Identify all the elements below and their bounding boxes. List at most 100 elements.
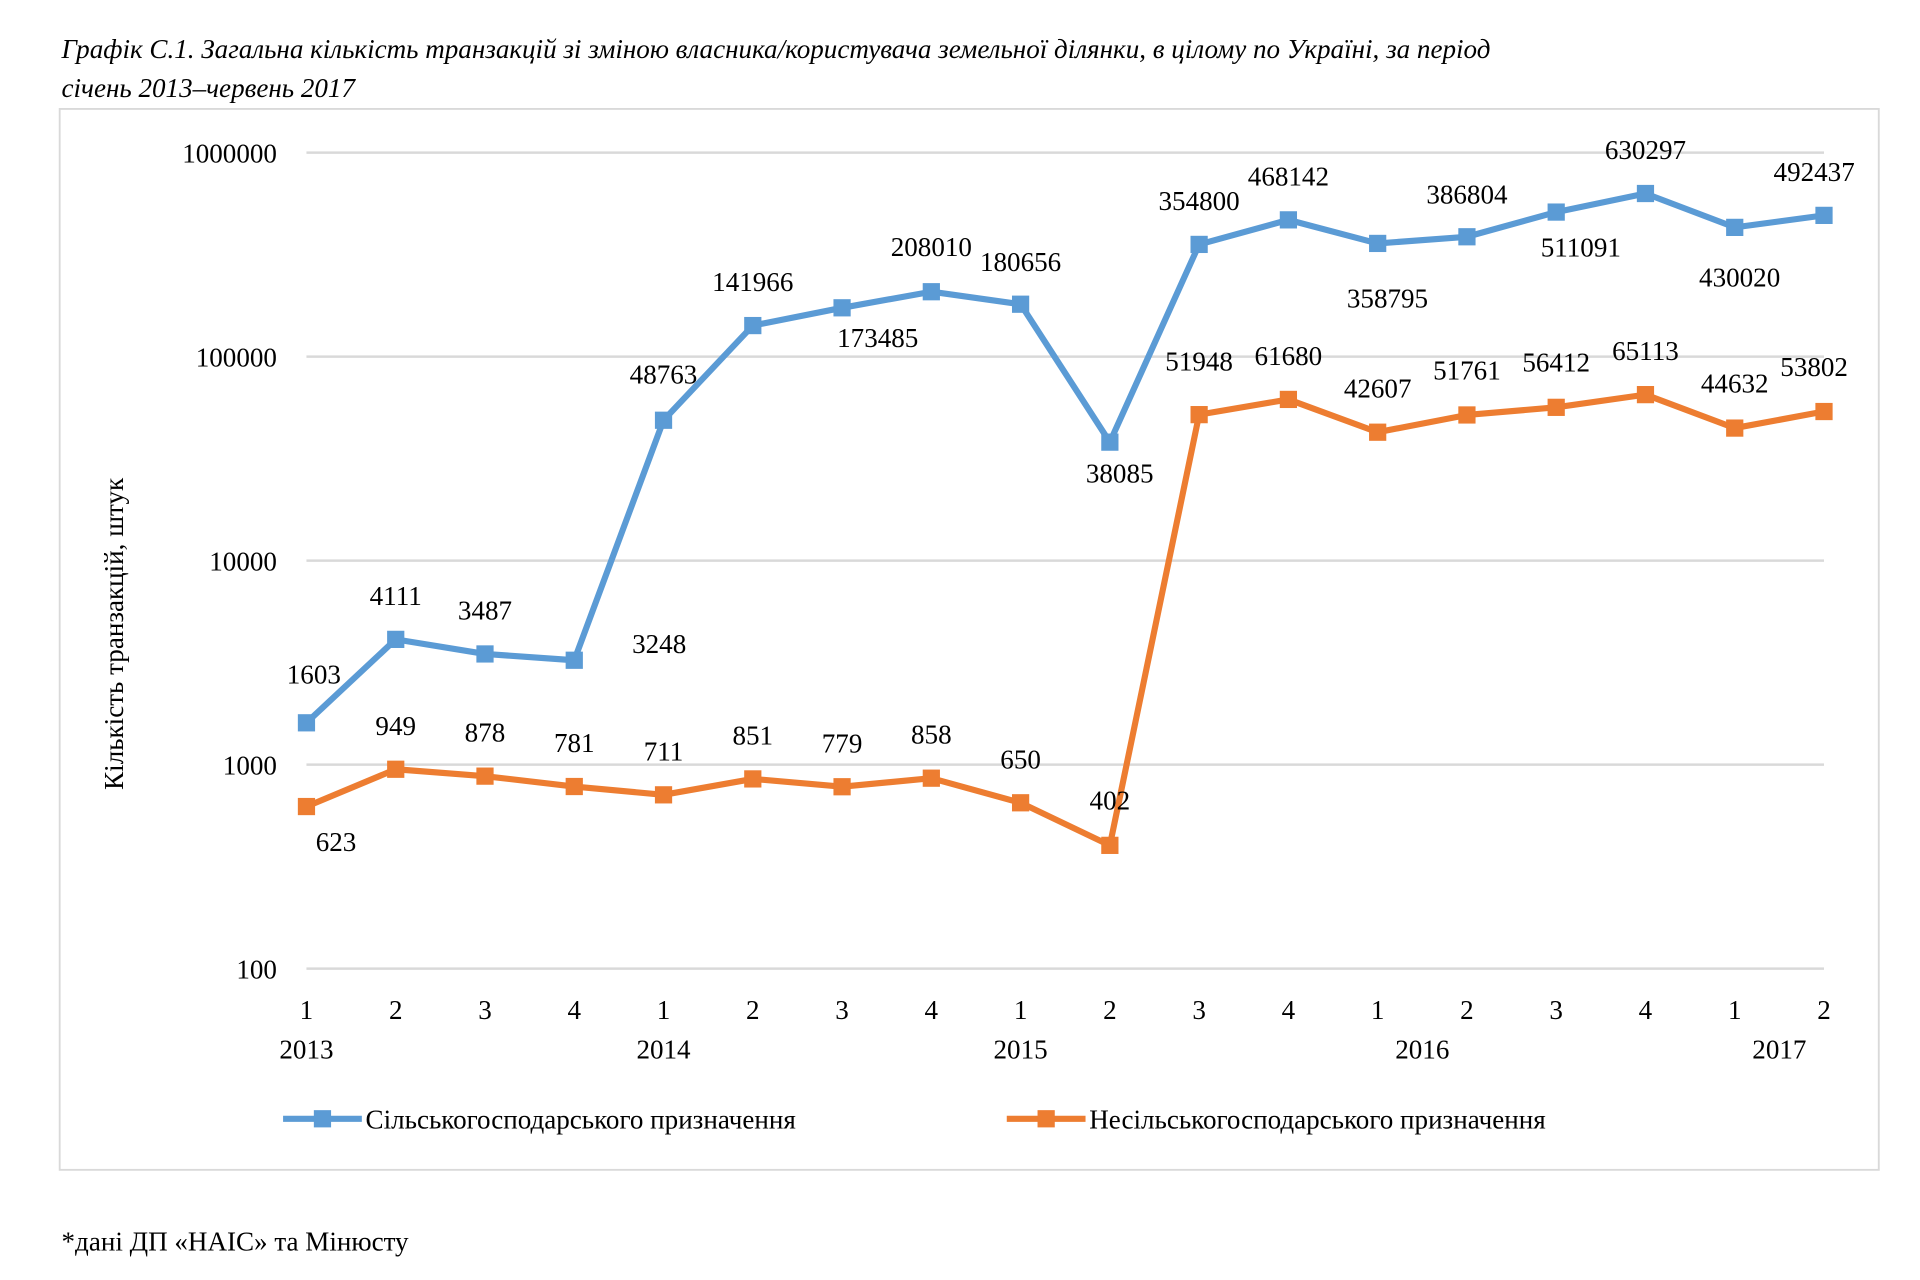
data-label: 949 (375, 711, 416, 741)
data-point-marker (1369, 423, 1387, 441)
data-point-marker (297, 797, 316, 816)
data-point-marker (1101, 433, 1119, 451)
data-label: 48763 (630, 359, 698, 389)
x-tick-label: 3 (1192, 995, 1206, 1025)
data-label: 173485 (837, 323, 918, 353)
data-point-marker (1101, 836, 1119, 854)
data-label: 3248 (632, 629, 686, 659)
data-point-marker (1369, 234, 1387, 253)
data-point-marker (1547, 398, 1565, 416)
x-tick-label: 4 (1282, 995, 1296, 1025)
y-tick-label: 100 (236, 954, 277, 984)
data-label: 56412 (1522, 348, 1590, 378)
data-label: 42607 (1344, 374, 1412, 404)
y-tick-label: 1000000 (182, 138, 277, 168)
data-label: 208010 (891, 232, 972, 262)
data-label: 53802 (1780, 352, 1848, 382)
x-tick-label: 1 (1728, 995, 1742, 1025)
data-label: 711 (644, 736, 684, 766)
data-label: 61680 (1255, 341, 1323, 371)
data-point-marker (1636, 386, 1655, 404)
x-tick-label: 2 (746, 995, 760, 1025)
x-tick-label: 2 (1460, 995, 1474, 1025)
data-point-marker (387, 630, 405, 648)
data-point-marker (1011, 794, 1030, 812)
data-label: 511091 (1541, 232, 1621, 262)
data-point-marker (922, 769, 940, 787)
data-label: 65113 (1612, 336, 1679, 366)
y-tick-label: 1000 (223, 750, 277, 780)
x-tick-label: 3 (1549, 995, 1563, 1025)
data-label: 430020 (1699, 262, 1780, 292)
series-line-2 (305, 391, 1825, 849)
data-point-marker (1190, 406, 1208, 424)
data-label: 650 (1000, 744, 1041, 774)
data-label: 3487 (458, 595, 512, 625)
legend-marker (313, 1110, 332, 1128)
data-label: 492437 (1774, 157, 1855, 187)
x-year-label: 2014 (636, 1034, 691, 1064)
data-label: 386804 (1426, 180, 1508, 210)
data-point-marker (565, 651, 583, 669)
data-point-marker (654, 411, 673, 429)
data-label: 1603 (287, 659, 341, 689)
data-label: 358795 (1347, 283, 1428, 313)
x-year-label: 2013 (279, 1034, 333, 1064)
chart-title-line2: січень 2013–червень 2017 (62, 73, 357, 103)
data-point-marker (1815, 402, 1833, 421)
legend-marker (1037, 1110, 1055, 1128)
data-point-marker (1279, 390, 1298, 409)
x-tick-label: 3 (835, 995, 849, 1025)
legend-label: Сільськогосподарського призначення (366, 1105, 796, 1135)
data-point-marker (1547, 203, 1565, 221)
x-year-label: 2017 (1752, 1034, 1806, 1064)
y-tick-label: 10000 (209, 546, 277, 576)
data-point-marker (476, 645, 494, 663)
data-label: 4111 (370, 581, 422, 611)
chart-title-line1: Графік С.1. Загальна кількість транзакці… (61, 34, 1491, 64)
x-tick-label: 1 (657, 995, 671, 1025)
data-label: 623 (316, 827, 357, 857)
data-label: 878 (465, 718, 506, 748)
data-point-marker (387, 760, 405, 778)
x-year-label: 2015 (994, 1034, 1048, 1064)
data-point-marker (833, 299, 851, 317)
data-label: 851 (732, 720, 773, 750)
x-year-label: 2016 (1395, 1034, 1449, 1064)
data-label: 781 (554, 728, 595, 758)
footnote: *дані ДП «НАІС» та Мінюсту (62, 1226, 410, 1256)
data-point-marker (476, 767, 494, 785)
data-point-marker (297, 714, 316, 732)
x-tick-label: 4 (1639, 995, 1653, 1025)
data-label: 354800 (1159, 186, 1240, 216)
x-tick-label: 3 (478, 995, 492, 1025)
legend-label: Несільськогосподарського призначення (1089, 1105, 1545, 1135)
y-axis-title: Кількість транзакцій, штук (99, 477, 129, 790)
data-point-marker (1011, 295, 1030, 313)
data-label: 402 (1090, 786, 1131, 816)
x-tick-label: 4 (925, 995, 939, 1025)
data-label: 141966 (712, 267, 793, 297)
x-tick-label: 2 (1103, 995, 1117, 1025)
data-point-marker (833, 778, 851, 796)
data-label: 858 (911, 720, 952, 750)
data-point-marker (565, 777, 583, 796)
data-point-marker (1279, 211, 1298, 229)
data-point-marker (1726, 419, 1744, 437)
x-tick-label: 4 (567, 995, 581, 1025)
data-label: 180656 (980, 247, 1061, 277)
x-tick-label: 1 (1014, 995, 1028, 1025)
y-tick-label: 100000 (196, 342, 277, 372)
chart-frame (58, 108, 1880, 1171)
x-tick-label: 2 (1817, 995, 1831, 1025)
data-point-marker (744, 316, 762, 335)
data-label: 779 (822, 728, 863, 758)
data-label: 51948 (1165, 346, 1233, 376)
data-label: 44632 (1701, 368, 1769, 398)
data-label: 38085 (1086, 459, 1154, 489)
data-point-marker (922, 283, 940, 301)
data-label: 51761 (1433, 355, 1501, 385)
data-point-marker (654, 786, 673, 804)
data-point-marker (1190, 235, 1208, 254)
